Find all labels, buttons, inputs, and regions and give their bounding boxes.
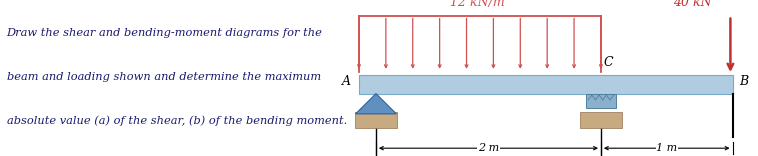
Polygon shape — [356, 94, 396, 114]
Text: A: A — [342, 75, 350, 88]
Text: beam and loading shown and determine the maximum: beam and loading shown and determine the… — [7, 72, 321, 82]
Bar — [359, 75, 732, 94]
Bar — [580, 112, 622, 128]
Text: 12 kN/m: 12 kN/m — [450, 0, 506, 9]
Text: 40 kN: 40 kN — [673, 0, 712, 9]
Text: Draw the shear and bending-moment diagrams for the: Draw the shear and bending-moment diagra… — [7, 28, 323, 38]
Bar — [355, 112, 397, 128]
Text: 2 m: 2 m — [478, 143, 499, 153]
Text: 1 m: 1 m — [656, 143, 678, 153]
Text: B: B — [739, 75, 748, 88]
Text: C: C — [603, 56, 612, 69]
Text: absolute value (a) of the shear, (b) of the bending moment.: absolute value (a) of the shear, (b) of … — [7, 115, 347, 126]
Bar — [586, 94, 615, 108]
